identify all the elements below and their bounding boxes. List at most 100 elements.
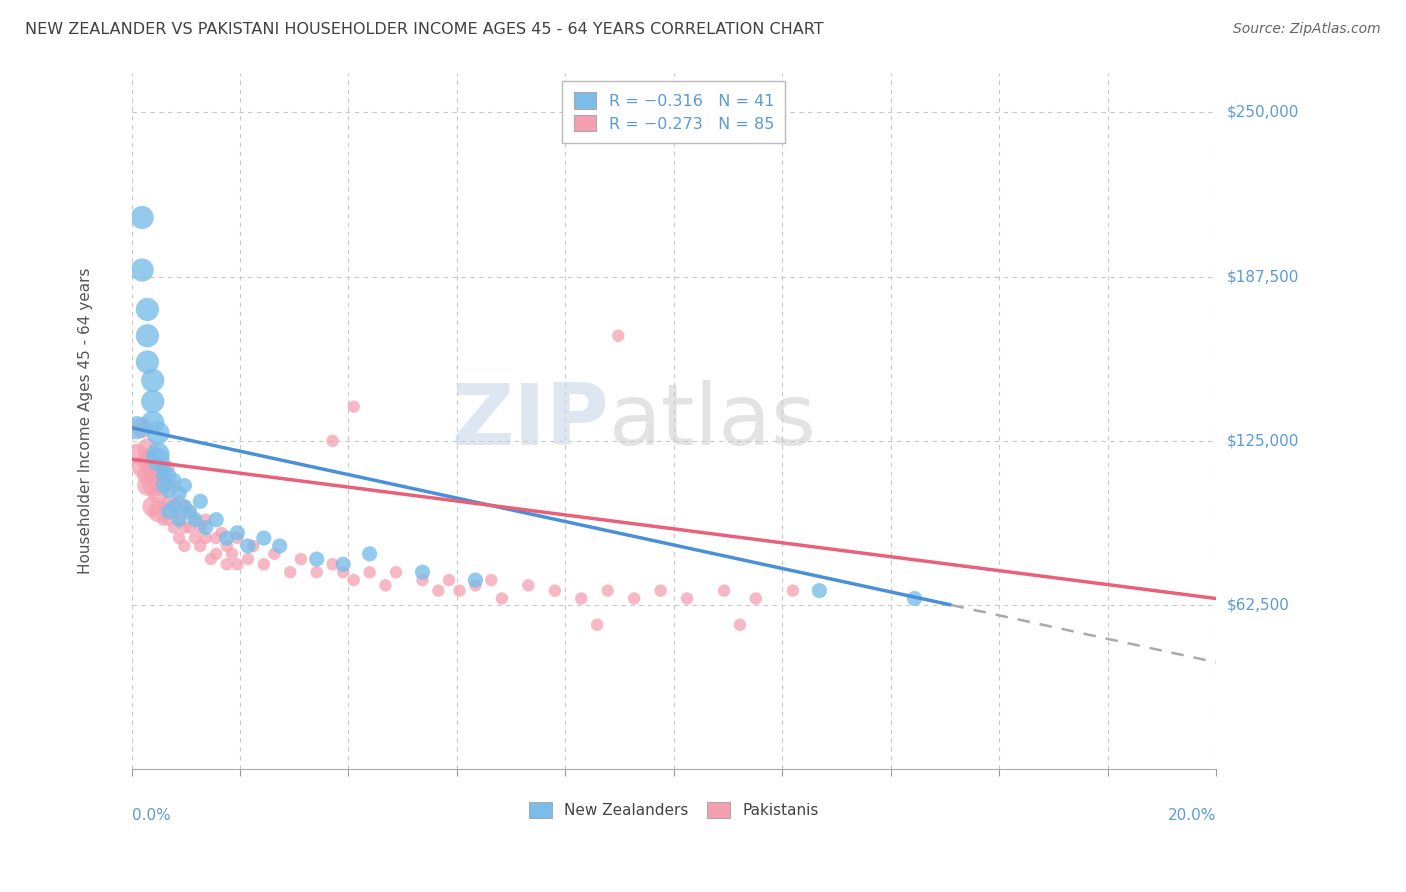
Point (437, 573, 460, 587)
Point (188, 494, 211, 508)
Point (152, 478, 174, 492)
Point (464, 578, 486, 592)
Point (745, 591, 768, 606)
Point (586, 617, 609, 632)
Point (479, 573, 502, 587)
Point (194, 513, 217, 527)
Point (544, 583, 567, 598)
Point (125, 420, 148, 434)
Point (146, 460, 169, 475)
Point (163, 505, 186, 519)
Point (491, 591, 513, 606)
Point (385, 566, 408, 580)
Point (179, 505, 201, 519)
Point (163, 478, 186, 492)
Point (359, 566, 381, 580)
Point (305, 552, 328, 566)
Point (136, 328, 159, 343)
Point (142, 460, 165, 475)
Point (305, 566, 328, 580)
Point (152, 513, 174, 527)
Point (253, 558, 276, 572)
Point (146, 478, 169, 492)
Point (173, 520, 195, 534)
Point (464, 573, 486, 587)
Point (188, 520, 211, 534)
Point (449, 583, 471, 598)
Point (152, 468, 174, 483)
Point (146, 486, 169, 500)
Point (142, 373, 165, 387)
Point (412, 566, 434, 580)
Point (163, 520, 186, 534)
Point (173, 500, 195, 514)
Text: 20.0%: 20.0% (1168, 807, 1216, 822)
Point (173, 539, 195, 553)
Text: Source: ZipAtlas.com: Source: ZipAtlas.com (1233, 22, 1381, 37)
Text: Householder Income Ages 45 - 64 years: Householder Income Ages 45 - 64 years (79, 268, 93, 574)
Point (131, 460, 153, 475)
Point (163, 473, 186, 487)
Point (136, 355, 159, 369)
Point (146, 505, 169, 519)
Point (179, 520, 201, 534)
Point (179, 505, 201, 519)
Point (427, 583, 450, 598)
Point (269, 539, 291, 553)
Point (676, 591, 699, 606)
Point (184, 531, 207, 545)
Text: atlas: atlas (609, 380, 817, 463)
Point (242, 539, 264, 553)
Point (226, 558, 249, 572)
Point (152, 468, 174, 483)
Point (157, 513, 180, 527)
Point (142, 416, 165, 430)
Point (157, 505, 180, 519)
Point (569, 591, 592, 606)
Text: $250,000: $250,000 (1227, 105, 1299, 120)
Point (163, 500, 186, 514)
Point (713, 583, 735, 598)
Text: 0.0%: 0.0% (132, 807, 170, 822)
Point (157, 494, 180, 508)
Point (205, 531, 228, 545)
Point (184, 513, 207, 527)
Point (136, 302, 159, 317)
Point (136, 452, 159, 467)
Point (146, 452, 169, 467)
Point (517, 578, 540, 592)
Point (163, 500, 186, 514)
Point (152, 478, 174, 492)
Point (903, 591, 925, 606)
Point (152, 460, 174, 475)
Legend: New Zealanders, Pakistanis: New Zealanders, Pakistanis (523, 797, 825, 824)
Point (290, 552, 312, 566)
Point (332, 558, 354, 572)
Point (322, 558, 344, 572)
Point (607, 328, 630, 343)
Point (157, 460, 180, 475)
Point (142, 478, 165, 492)
Point (167, 513, 190, 527)
Point (226, 525, 249, 540)
Point (136, 478, 159, 492)
Point (215, 558, 238, 572)
Point (253, 531, 276, 545)
Point (343, 400, 366, 414)
Point (236, 552, 259, 566)
Point (188, 539, 211, 553)
Point (412, 573, 434, 587)
Text: ZIP: ZIP (451, 380, 609, 463)
Point (215, 531, 238, 545)
Point (146, 447, 169, 461)
Point (167, 513, 190, 527)
Point (205, 513, 228, 527)
Point (596, 583, 619, 598)
Point (374, 578, 396, 592)
Point (142, 468, 165, 483)
Point (200, 552, 222, 566)
Point (215, 539, 238, 553)
Point (236, 539, 259, 553)
Point (125, 447, 148, 461)
Point (808, 583, 831, 598)
